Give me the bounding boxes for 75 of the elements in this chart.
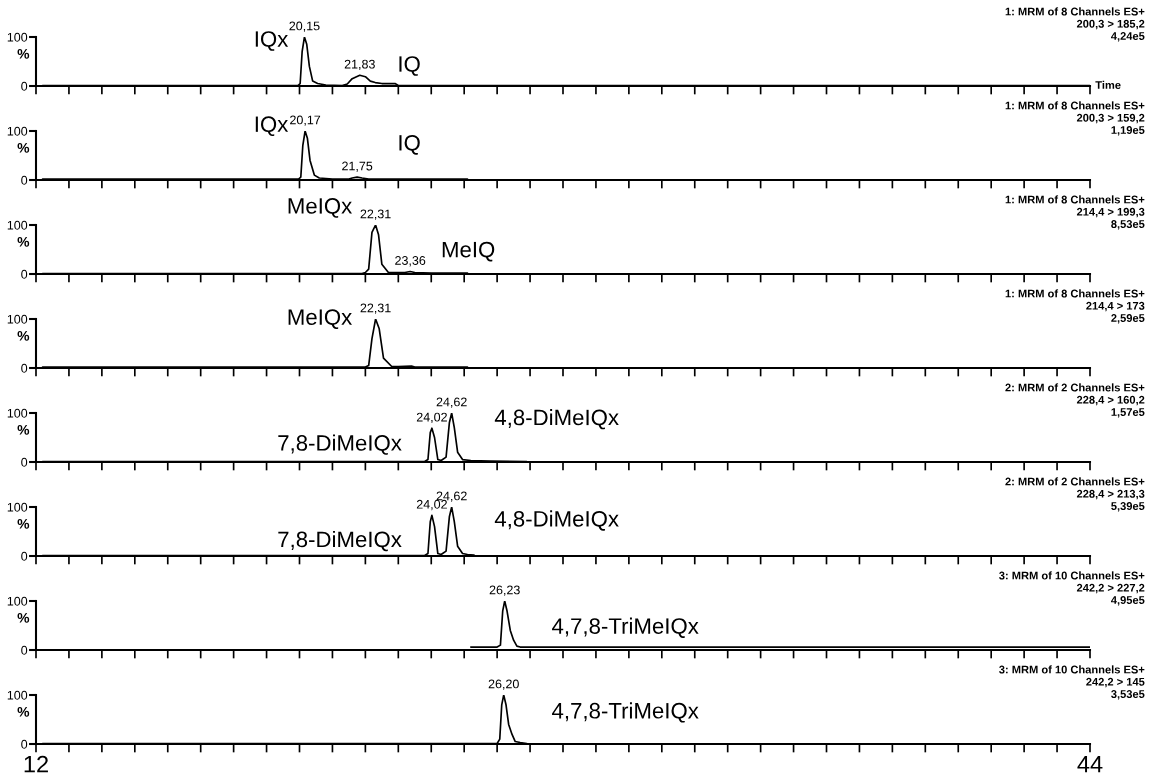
text: 1,19e5 — [1111, 126, 1145, 136]
text: MeIQx — [288, 198, 353, 218]
text: 214,4 > 173 — [1086, 301, 1145, 312]
y-tick-label: 0 — [21, 363, 28, 373]
text: 1: MRM of 8 Channels ES+ — [1005, 7, 1145, 16]
annotation: 24,02 — [416, 412, 447, 424]
text: 8,53e5 — [1111, 220, 1145, 230]
x-tick-label: 44 — [1077, 755, 1103, 773]
y-tick-label: 0 — [21, 81, 28, 91]
y-tick-label: 100 — [7, 502, 28, 512]
x-axis-title: Time — [1095, 80, 1121, 89]
text: 3,53e5 — [1111, 690, 1145, 700]
text: 4,95e5 — [1111, 596, 1145, 606]
text: 200,3 > 185,2 — [1076, 19, 1145, 30]
annotation: 21,75 — [342, 161, 373, 172]
annotation: 26,20 — [488, 679, 519, 690]
annotation: 20,17 — [290, 115, 321, 126]
annotation: MeIQx — [288, 309, 353, 329]
y-axis-title: % — [17, 330, 30, 341]
text: 5,39e5 — [1111, 502, 1145, 512]
y-tick-label: 0 — [21, 175, 28, 185]
text: 1: MRM of 8 Channels ES+ — [1005, 289, 1145, 298]
y-tick-label: 100 — [7, 408, 28, 418]
annotation: 26,23 — [489, 585, 520, 596]
y-tick-label: 0 — [21, 645, 28, 655]
annotation: 7,8-DiMeIQx — [278, 530, 402, 552]
y-axis-title: % — [17, 518, 30, 529]
text: 242,2 > 227,2 — [1076, 583, 1145, 594]
text: 1,57e5 — [1111, 408, 1145, 418]
annotation: 22,31 — [360, 209, 391, 220]
annotation: MeIQ — [442, 241, 495, 262]
annotation: 21,83 — [344, 59, 375, 71]
y-tick-label: 100 — [7, 314, 28, 324]
y-axis-title: % — [17, 612, 30, 623]
annotation: 4,7,8-TriMeIQx — [552, 702, 699, 723]
text: 214,4 > 199,3 — [1076, 207, 1145, 218]
annotation: IQ — [399, 134, 420, 155]
x-tick-label: 12 — [24, 755, 48, 773]
y-tick-label: 0 — [21, 739, 28, 749]
y-tick-label: 100 — [7, 126, 28, 136]
annotation: IQx — [255, 116, 289, 137]
y-tick-label: 100 — [7, 596, 28, 606]
y-axis-title: % — [17, 424, 30, 435]
annotation: 20,15 — [289, 21, 320, 32]
text: 242,2 > 145 — [1086, 677, 1145, 688]
y-tick-label: 0 — [21, 269, 28, 279]
y-tick-label: 0 — [21, 457, 28, 467]
y-axis-title: % — [17, 706, 30, 717]
text: 200,3 > 159,2 — [1076, 113, 1145, 124]
annotation: 4,8-DiMeIQx — [494, 510, 619, 531]
y-axis-title: % — [17, 48, 30, 59]
y-axis-title: % — [17, 236, 30, 247]
y-tick-label: 100 — [7, 220, 28, 230]
y-tick-label: 100 — [7, 690, 28, 700]
text: 2,59e5 — [1111, 314, 1145, 324]
y-axis-title: % — [17, 142, 30, 153]
text: 2: MRM of 2 Channels ES+ — [1005, 383, 1145, 392]
text: 4,24e5 — [1111, 32, 1145, 42]
annotation: IQ — [399, 56, 420, 76]
text: 2: MRM of 2 Channels ES+ — [1005, 477, 1145, 486]
text: 1: MRM of 8 Channels ES+ — [1005, 195, 1145, 204]
text: 3: MRM of 10 Channels ES+ — [999, 571, 1145, 580]
annotation: 4,8-DiMeIQx — [494, 409, 619, 430]
y-tick-label: 100 — [7, 32, 28, 42]
annotation: 4,7,8-TriMeIQx — [552, 617, 699, 638]
annotation: 23,36 — [395, 256, 426, 267]
annotation: 22,31 — [360, 303, 391, 314]
text: 228,4 > 160,2 — [1076, 395, 1145, 406]
annotation: 7,8-DiMeIQx — [278, 434, 402, 455]
annotation: 24,62 — [436, 397, 467, 408]
text: 3: MRM of 10 Channels ES+ — [999, 665, 1145, 674]
text: 228,4 > 213,3 — [1076, 489, 1145, 500]
annotation: IQx — [255, 31, 289, 51]
y-tick-label: 0 — [21, 551, 28, 561]
text: 1: MRM of 8 Channels ES+ — [1005, 101, 1145, 110]
